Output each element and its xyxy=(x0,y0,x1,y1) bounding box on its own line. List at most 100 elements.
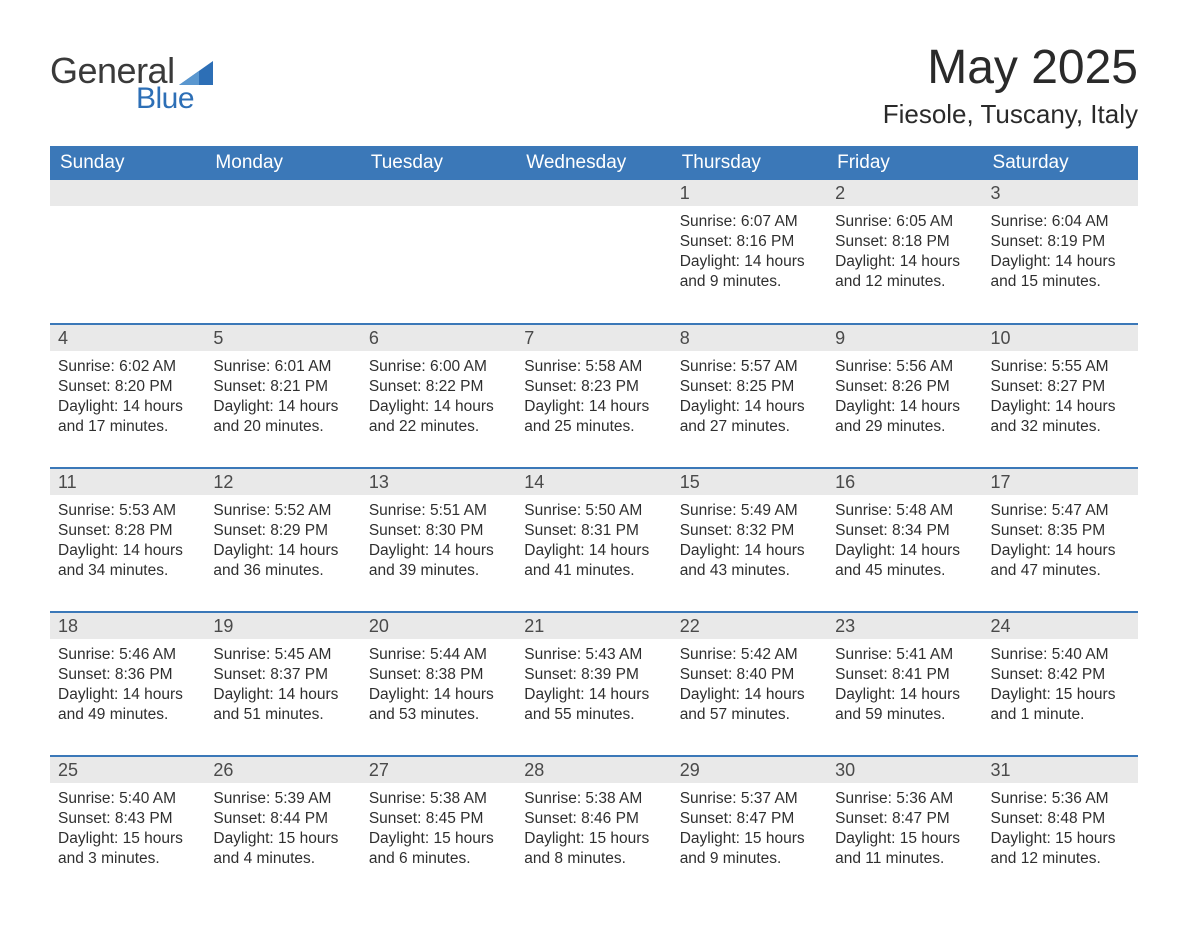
sunrise-line: Sunrise: 6:00 AM xyxy=(369,357,508,377)
sunset-line: Sunset: 8:36 PM xyxy=(58,665,197,685)
sunrise-line: Sunrise: 5:48 AM xyxy=(835,501,974,521)
day-number: 15 xyxy=(672,469,827,495)
calendar-cell: 24Sunrise: 5:40 AMSunset: 8:42 PMDayligh… xyxy=(983,612,1138,756)
day-header: Saturday xyxy=(983,146,1138,180)
day-number: 1 xyxy=(672,180,827,206)
day-info: Sunrise: 5:50 AMSunset: 8:31 PMDaylight:… xyxy=(516,495,671,585)
calendar-cell: 29Sunrise: 5:37 AMSunset: 8:47 PMDayligh… xyxy=(672,756,827,900)
day-info: Sunrise: 5:49 AMSunset: 8:32 PMDaylight:… xyxy=(672,495,827,585)
sunset-line: Sunset: 8:26 PM xyxy=(835,377,974,397)
day-number xyxy=(516,180,671,206)
daylight-line: Daylight: 15 hours and 8 minutes. xyxy=(524,829,663,869)
day-info: Sunrise: 5:36 AMSunset: 8:48 PMDaylight:… xyxy=(983,783,1138,873)
calendar-body: 1Sunrise: 6:07 AMSunset: 8:16 PMDaylight… xyxy=(50,180,1138,900)
daylight-line: Daylight: 14 hours and 41 minutes. xyxy=(524,541,663,581)
day-number: 23 xyxy=(827,613,982,639)
location-subtitle: Fiesole, Tuscany, Italy xyxy=(883,99,1138,130)
day-number: 5 xyxy=(205,325,360,351)
day-info: Sunrise: 5:44 AMSunset: 8:38 PMDaylight:… xyxy=(361,639,516,729)
sunrise-line: Sunrise: 5:55 AM xyxy=(991,357,1130,377)
daylight-line: Daylight: 15 hours and 11 minutes. xyxy=(835,829,974,869)
sunset-line: Sunset: 8:46 PM xyxy=(524,809,663,829)
day-info: Sunrise: 5:40 AMSunset: 8:43 PMDaylight:… xyxy=(50,783,205,873)
day-info: Sunrise: 5:58 AMSunset: 8:23 PMDaylight:… xyxy=(516,351,671,441)
sunrise-line: Sunrise: 5:52 AM xyxy=(213,501,352,521)
day-info: Sunrise: 6:02 AMSunset: 8:20 PMDaylight:… xyxy=(50,351,205,441)
header-row: General Blue May 2025 Fiesole, Tuscany, … xyxy=(50,30,1138,140)
calendar-cell: 12Sunrise: 5:52 AMSunset: 8:29 PMDayligh… xyxy=(205,468,360,612)
sunrise-line: Sunrise: 5:39 AM xyxy=(213,789,352,809)
sunset-line: Sunset: 8:32 PM xyxy=(680,521,819,541)
day-number: 22 xyxy=(672,613,827,639)
day-info: Sunrise: 5:40 AMSunset: 8:42 PMDaylight:… xyxy=(983,639,1138,729)
day-info: Sunrise: 5:38 AMSunset: 8:45 PMDaylight:… xyxy=(361,783,516,873)
calendar-cell: 31Sunrise: 5:36 AMSunset: 8:48 PMDayligh… xyxy=(983,756,1138,900)
daylight-line: Daylight: 14 hours and 51 minutes. xyxy=(213,685,352,725)
day-info: Sunrise: 6:04 AMSunset: 8:19 PMDaylight:… xyxy=(983,206,1138,296)
day-header: Sunday xyxy=(50,146,205,180)
month-title: May 2025 xyxy=(883,40,1138,95)
day-number: 18 xyxy=(50,613,205,639)
day-info: Sunrise: 5:36 AMSunset: 8:47 PMDaylight:… xyxy=(827,783,982,873)
sunset-line: Sunset: 8:19 PM xyxy=(991,232,1130,252)
sunrise-line: Sunrise: 5:36 AM xyxy=(991,789,1130,809)
daylight-line: Daylight: 14 hours and 53 minutes. xyxy=(369,685,508,725)
day-header: Monday xyxy=(205,146,360,180)
calendar-cell: 14Sunrise: 5:50 AMSunset: 8:31 PMDayligh… xyxy=(516,468,671,612)
sunset-line: Sunset: 8:30 PM xyxy=(369,521,508,541)
sunrise-line: Sunrise: 6:05 AM xyxy=(835,212,974,232)
daylight-line: Daylight: 14 hours and 39 minutes. xyxy=(369,541,508,581)
daylight-line: Daylight: 14 hours and 55 minutes. xyxy=(524,685,663,725)
sunset-line: Sunset: 8:23 PM xyxy=(524,377,663,397)
daylight-line: Daylight: 15 hours and 12 minutes. xyxy=(991,829,1130,869)
calendar-cell: 5Sunrise: 6:01 AMSunset: 8:21 PMDaylight… xyxy=(205,324,360,468)
sunrise-line: Sunrise: 5:40 AM xyxy=(991,645,1130,665)
sunrise-line: Sunrise: 5:58 AM xyxy=(524,357,663,377)
calendar-cell: 4Sunrise: 6:02 AMSunset: 8:20 PMDaylight… xyxy=(50,324,205,468)
sunrise-line: Sunrise: 5:38 AM xyxy=(524,789,663,809)
calendar-cell: 1Sunrise: 6:07 AMSunset: 8:16 PMDaylight… xyxy=(672,180,827,324)
sunset-line: Sunset: 8:47 PM xyxy=(835,809,974,829)
sunset-line: Sunset: 8:47 PM xyxy=(680,809,819,829)
day-number: 24 xyxy=(983,613,1138,639)
daylight-line: Daylight: 14 hours and 47 minutes. xyxy=(991,541,1130,581)
sunrise-line: Sunrise: 6:02 AM xyxy=(58,357,197,377)
sunrise-line: Sunrise: 5:50 AM xyxy=(524,501,663,521)
calendar-cell: 20Sunrise: 5:44 AMSunset: 8:38 PMDayligh… xyxy=(361,612,516,756)
calendar-cell: 15Sunrise: 5:49 AMSunset: 8:32 PMDayligh… xyxy=(672,468,827,612)
calendar-cell: 19Sunrise: 5:45 AMSunset: 8:37 PMDayligh… xyxy=(205,612,360,756)
daylight-line: Daylight: 14 hours and 43 minutes. xyxy=(680,541,819,581)
day-info: Sunrise: 5:41 AMSunset: 8:41 PMDaylight:… xyxy=(827,639,982,729)
day-number: 11 xyxy=(50,469,205,495)
day-info: Sunrise: 5:55 AMSunset: 8:27 PMDaylight:… xyxy=(983,351,1138,441)
day-number: 19 xyxy=(205,613,360,639)
sunset-line: Sunset: 8:35 PM xyxy=(991,521,1130,541)
day-number: 31 xyxy=(983,757,1138,783)
day-number: 10 xyxy=(983,325,1138,351)
day-header: Friday xyxy=(827,146,982,180)
day-header: Tuesday xyxy=(361,146,516,180)
day-info: Sunrise: 5:47 AMSunset: 8:35 PMDaylight:… xyxy=(983,495,1138,585)
day-number: 14 xyxy=(516,469,671,495)
sunrise-line: Sunrise: 6:01 AM xyxy=(213,357,352,377)
calendar-cell: 6Sunrise: 6:00 AMSunset: 8:22 PMDaylight… xyxy=(361,324,516,468)
calendar-cell: 10Sunrise: 5:55 AMSunset: 8:27 PMDayligh… xyxy=(983,324,1138,468)
sunset-line: Sunset: 8:29 PM xyxy=(213,521,352,541)
day-info: Sunrise: 5:57 AMSunset: 8:25 PMDaylight:… xyxy=(672,351,827,441)
calendar-cell: 25Sunrise: 5:40 AMSunset: 8:43 PMDayligh… xyxy=(50,756,205,900)
sunrise-line: Sunrise: 5:41 AM xyxy=(835,645,974,665)
sunrise-line: Sunrise: 5:37 AM xyxy=(680,789,819,809)
day-info: Sunrise: 5:45 AMSunset: 8:37 PMDaylight:… xyxy=(205,639,360,729)
day-number: 21 xyxy=(516,613,671,639)
daylight-line: Daylight: 14 hours and 45 minutes. xyxy=(835,541,974,581)
day-info: Sunrise: 5:42 AMSunset: 8:40 PMDaylight:… xyxy=(672,639,827,729)
daylight-line: Daylight: 14 hours and 22 minutes. xyxy=(369,397,508,437)
sunrise-line: Sunrise: 5:57 AM xyxy=(680,357,819,377)
day-info: Sunrise: 5:53 AMSunset: 8:28 PMDaylight:… xyxy=(50,495,205,585)
sunset-line: Sunset: 8:22 PM xyxy=(369,377,508,397)
calendar-cell: 22Sunrise: 5:42 AMSunset: 8:40 PMDayligh… xyxy=(672,612,827,756)
calendar-header-row: SundayMondayTuesdayWednesdayThursdayFrid… xyxy=(50,146,1138,180)
day-number: 9 xyxy=(827,325,982,351)
calendar-cell: 21Sunrise: 5:43 AMSunset: 8:39 PMDayligh… xyxy=(516,612,671,756)
calendar-cell: 17Sunrise: 5:47 AMSunset: 8:35 PMDayligh… xyxy=(983,468,1138,612)
